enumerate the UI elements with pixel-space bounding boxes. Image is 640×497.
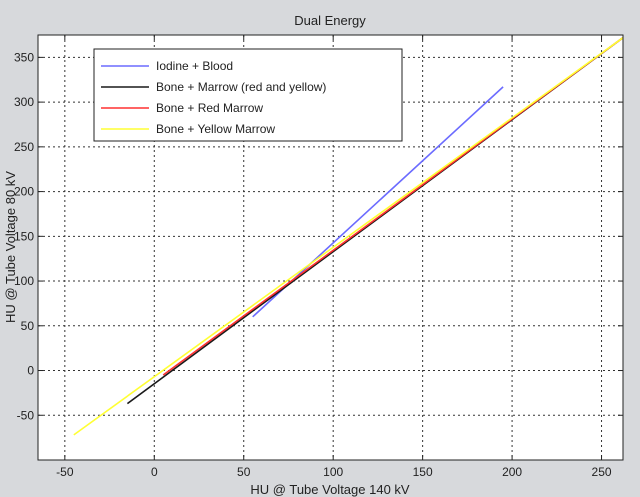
legend-label-2: Bone + Marrow (red and yellow) <box>156 80 326 94</box>
x-tick-label: 200 <box>502 465 522 479</box>
x-tick-label: 250 <box>592 465 612 479</box>
legend-label-4: Bone + Yellow Marrow <box>156 122 275 136</box>
x-axis-label: HU @ Tube Voltage 140 kV <box>250 482 410 497</box>
series-line-4 <box>73 37 624 436</box>
y-axis-label: HU @ Tube Voltage 80 kV <box>3 171 18 323</box>
series-lines <box>73 37 624 436</box>
y-tick-label: 0 <box>27 364 34 378</box>
x-tick-label: -50 <box>56 465 74 479</box>
y-tick-label: -50 <box>17 408 35 422</box>
legend-label-3: Bone + Red Marrow <box>156 101 263 115</box>
legend-label-1: Iodine + Blood <box>156 59 233 73</box>
y-tick-label: 150 <box>14 229 34 243</box>
y-tick-label: 300 <box>14 95 34 109</box>
y-tick-label: 200 <box>14 185 34 199</box>
x-tick-label: 150 <box>413 465 433 479</box>
y-tick-label: 350 <box>14 50 34 64</box>
plot-frame <box>37 34 624 461</box>
y-tick-label: 100 <box>14 274 34 288</box>
axis-ticks: -50 0 50 100 150 200 250 -50 0 50 100 150 200 250 300 3… <box>14 35 623 479</box>
legend-box <box>93 48 403 142</box>
legend: Iodine + Blood Bone + Marrow (red and yel… <box>93 48 403 142</box>
y-tick-label: 250 <box>14 140 34 154</box>
x-tick-label: 100 <box>323 465 343 479</box>
chart-title: Dual Energy <box>294 13 366 28</box>
x-tick-label: 50 <box>237 465 251 479</box>
x-tick-label: 0 <box>151 465 158 479</box>
y-tick-label: 50 <box>21 319 35 333</box>
